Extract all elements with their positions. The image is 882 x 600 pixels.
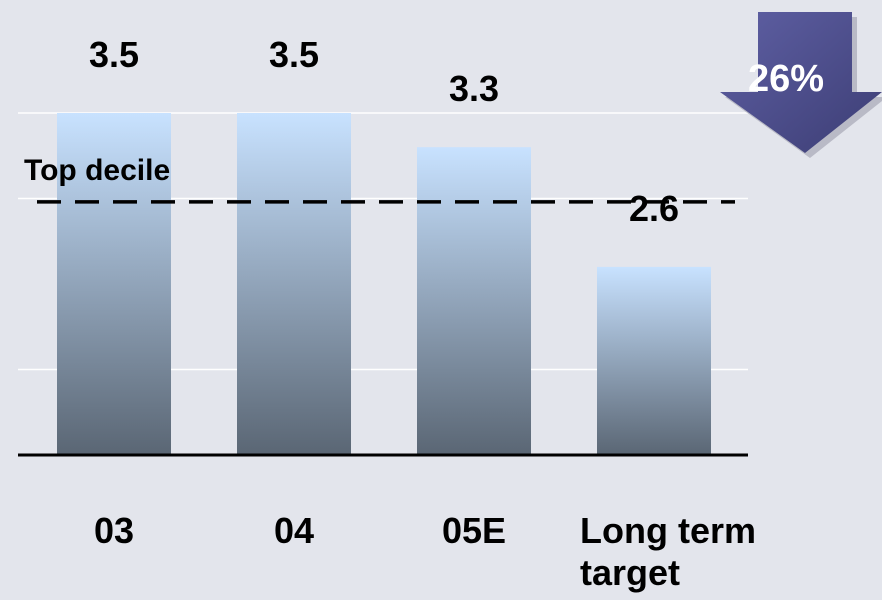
data-labels: 3.5 3.5 3.3 2.6: [89, 34, 679, 229]
percent-change-label: 26%: [748, 58, 824, 100]
percent-change-callout: 26%: [720, 12, 882, 158]
category-label: Long term target: [580, 510, 756, 593]
category-label-line: target: [580, 552, 680, 593]
bar-03: [57, 113, 171, 455]
bar-value-label: 3.5: [89, 34, 139, 75]
down-arrow-icon: [720, 12, 882, 153]
bar-value-label: 2.6: [629, 188, 679, 229]
category-label-line: Long term: [580, 510, 756, 551]
reference-line-group: Top decile: [24, 154, 735, 204]
category-label-line: 03: [94, 510, 134, 551]
bar-value-label: 3.3: [449, 68, 499, 109]
bar-value-label: 3.5: [269, 34, 319, 75]
category-label-line: 04: [274, 510, 314, 551]
bar-05e: [417, 147, 531, 455]
category-labels: 03 04 05E Long term target: [94, 510, 756, 593]
bar-long-term-target: [597, 266, 711, 455]
category-label: 05E: [442, 510, 506, 551]
category-label: 04: [274, 510, 314, 551]
top-decile-label: Top decile: [24, 154, 170, 187]
category-label: 03: [94, 510, 134, 551]
bars: [57, 113, 711, 455]
category-label-line: 05E: [442, 510, 506, 551]
bar-04: [237, 113, 351, 455]
